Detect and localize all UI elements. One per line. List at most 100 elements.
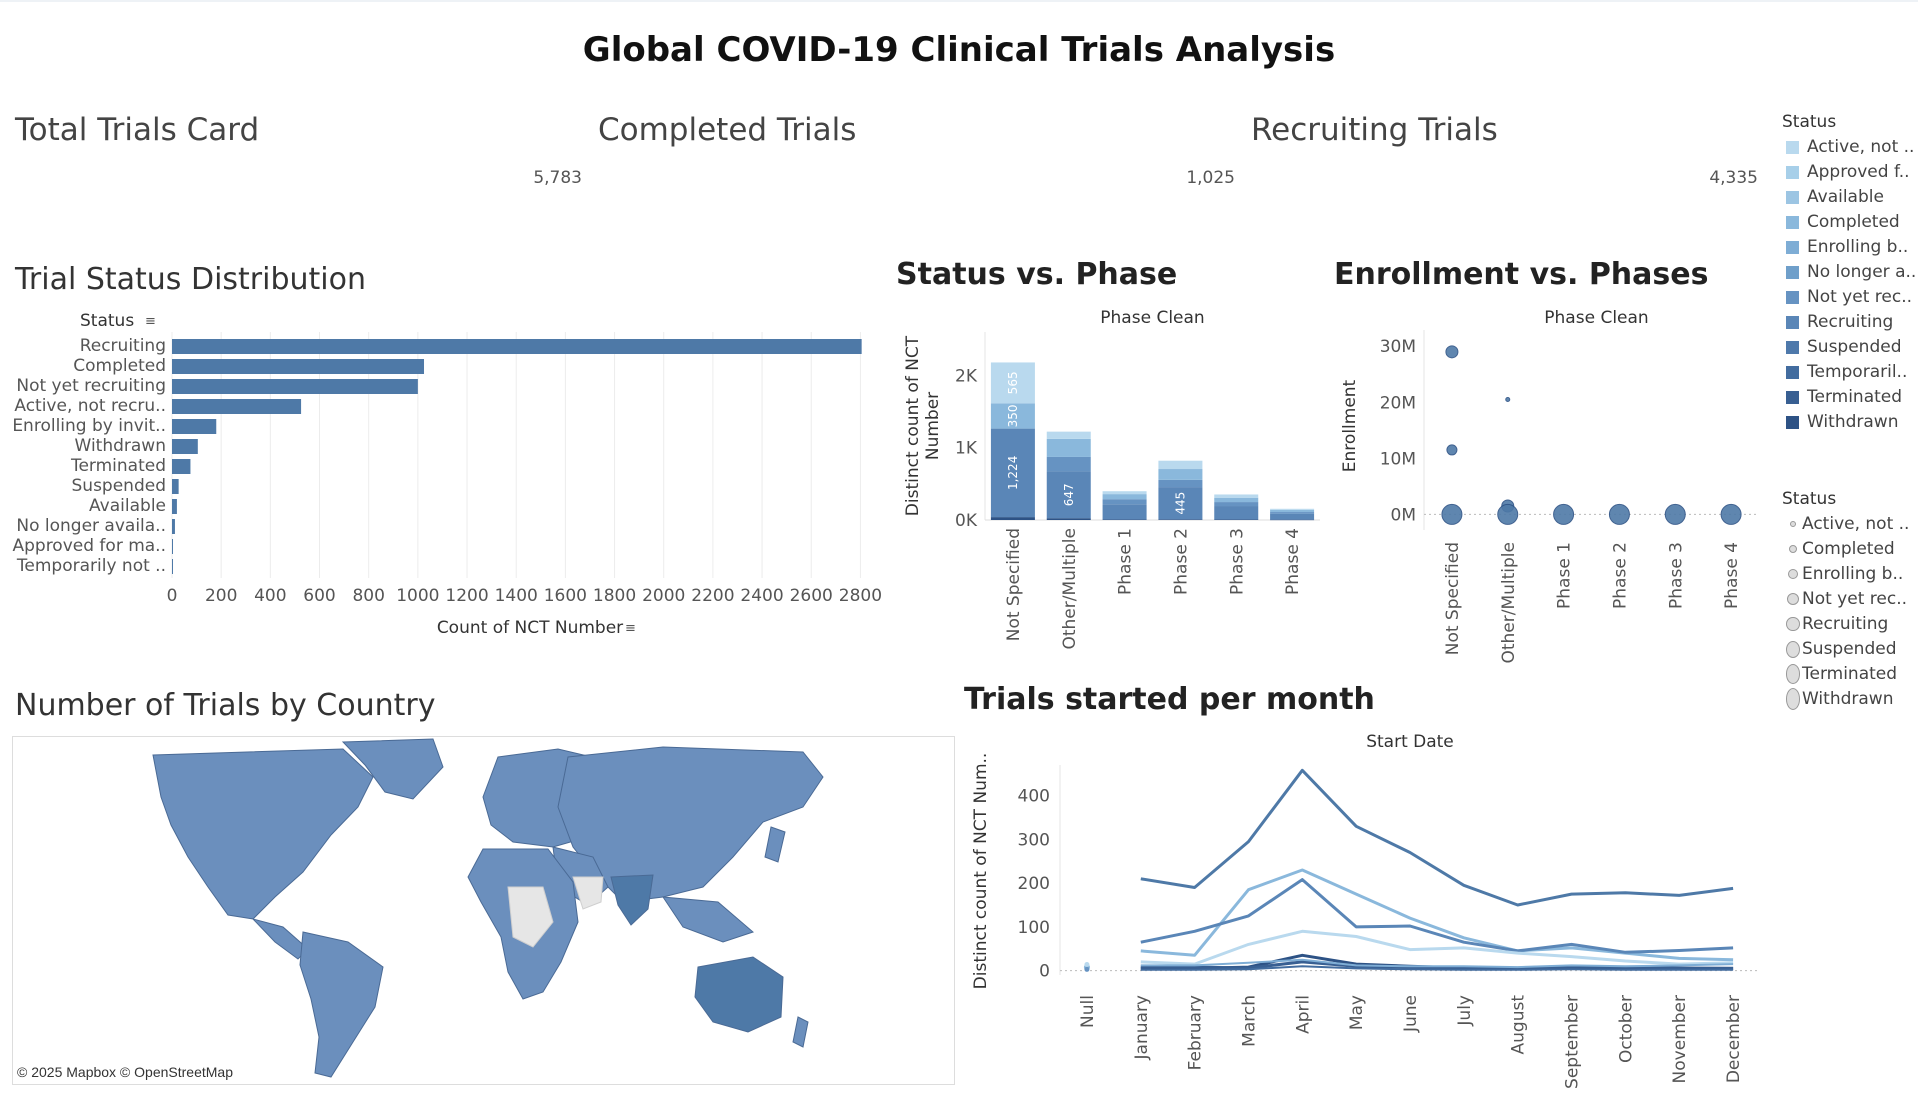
size-legend-circle [1786, 688, 1800, 710]
legend-item[interactable]: Available [1786, 186, 1884, 208]
x-tick-label: 2400 [740, 586, 783, 606]
null-point [1084, 966, 1090, 972]
kpi-recruiting-label: Recruiting Trials [1251, 112, 1498, 148]
legend-item[interactable]: Withdrawn [1786, 411, 1898, 433]
column-header: Status [80, 311, 134, 331]
status-phase-title: Status vs. Phase [896, 257, 1178, 292]
x-tick-label: January [1132, 995, 1152, 1060]
category-label: Recruiting [80, 336, 166, 356]
y-tick-label: 0 [1039, 962, 1050, 982]
legend-swatch [1786, 240, 1799, 254]
category-label: Suspended [72, 476, 167, 496]
y-tick-label: 0M [1391, 505, 1416, 525]
y-tick-label: 1K [955, 439, 978, 459]
legend-item[interactable]: Terminated [1786, 386, 1902, 408]
start-date-header: Start Date [1366, 732, 1454, 752]
x-tick-label: May [1347, 995, 1367, 1030]
size-legend-item[interactable]: Not yet rec.. [1786, 588, 1907, 610]
world-map[interactable]: © 2025 Mapbox © OpenStreetMap [12, 736, 955, 1085]
size-legend-circle [1786, 664, 1800, 684]
bar-segment [1214, 502, 1259, 507]
series-line [1140, 929, 1734, 966]
x-tick-label: October [1616, 995, 1636, 1063]
bar-temporarily-not- [172, 559, 173, 574]
size-legend-title: Status [1782, 489, 1837, 509]
y-axis-label: Distinct count of NCT Num.. [971, 753, 991, 990]
legend-item[interactable]: Not yet rec.. [1786, 286, 1912, 308]
x-tick-label: June [1401, 995, 1421, 1033]
size-legend-item[interactable]: Active, not .. [1786, 513, 1909, 535]
scatter-point [1446, 444, 1458, 456]
data-label: 445 [1173, 492, 1187, 515]
x-axis-label: Count of NCT Number [437, 618, 623, 638]
bar-segment [1214, 506, 1259, 520]
x-tick-label: Phase 2 [1610, 542, 1630, 609]
size-legend-item[interactable]: Terminated [1786, 663, 1897, 685]
map-asia [557, 746, 824, 903]
legend-item[interactable]: Completed [1786, 211, 1900, 233]
legend-item[interactable]: Temporaril.. [1786, 361, 1907, 383]
category-label: No longer availa.. [16, 516, 166, 536]
size-legend-item[interactable]: Recruiting [1786, 613, 1888, 635]
legend-item[interactable]: Suspended [1786, 336, 1902, 358]
bar-recruiting [172, 339, 862, 354]
y-tick-label: 20M [1380, 393, 1416, 413]
bar-active-not-recru- [172, 399, 302, 414]
y-tick-label: 0K [955, 511, 978, 531]
size-legend-circle [1786, 640, 1800, 658]
y-tick-label: 2K [955, 366, 978, 386]
size-legend-label: Suspended [1802, 639, 1897, 659]
map-north-america [152, 748, 374, 920]
map-africa-nodata [507, 886, 554, 948]
bar-segment [1270, 519, 1315, 521]
x-tick-label: 2000 [642, 586, 685, 606]
legend-item[interactable]: Recruiting [1786, 311, 1893, 333]
series-line [1140, 958, 1734, 969]
legend-label: Enrolling b.. [1807, 237, 1909, 257]
category-label: Active, not recru.. [14, 396, 166, 416]
size-legend-marker-holder [1786, 640, 1808, 658]
bar-segment [1046, 518, 1091, 520]
scatter-point [1505, 396, 1511, 402]
x-tick-label: August [1509, 995, 1529, 1055]
status-distribution-chart: 0 200 400 600 800 1000 1200 1400 1600 1800 2000 220… [12, 311, 882, 638]
legend-item[interactable]: Approved f.. [1786, 161, 1910, 183]
x-tick-label: December [1724, 995, 1744, 1083]
kpi-completed-value: 1,025 [1186, 168, 1235, 188]
scatter-point [1608, 503, 1630, 525]
map-india [610, 874, 654, 926]
bar-segment [1046, 431, 1091, 439]
series-line [1140, 878, 1734, 954]
legend-item[interactable]: Active, not .. [1786, 136, 1914, 158]
map-central-america [251, 918, 309, 960]
series-line [1140, 768, 1734, 907]
legend-item[interactable]: Enrolling b.. [1786, 236, 1908, 258]
legend-label: Suspended [1807, 337, 1902, 357]
size-legend-circle [1790, 521, 1796, 527]
bar-approved-for-ma- [172, 539, 173, 554]
bar-segment [1102, 519, 1147, 520]
legend-swatch [1786, 340, 1799, 354]
x-tick-label: Phase 2 [1171, 528, 1191, 595]
map-south-america [299, 931, 384, 1078]
size-legend-marker-holder [1786, 688, 1808, 710]
legend-swatch [1786, 140, 1799, 154]
x-tick-label: 2800 [839, 586, 882, 606]
bar-available [172, 499, 177, 514]
size-legend-item[interactable]: Withdrawn [1786, 688, 1893, 710]
legend-label: Recruiting [1807, 312, 1894, 332]
size-legend-item[interactable]: Suspended [1786, 638, 1897, 660]
series-line [1140, 960, 1734, 970]
status-phase-chart: Phase Clean 0K 1K 2K Distinct count of NCTNu… [903, 308, 1320, 650]
size-legend-item[interactable]: Completed [1786, 538, 1895, 560]
bar-not-yet-recruiting [172, 379, 418, 394]
size-legend-circle [1786, 616, 1800, 632]
x-tick-label: 800 [352, 586, 384, 606]
x-tick-label: March [1239, 995, 1259, 1047]
size-legend-circle [1788, 544, 1798, 554]
size-legend-item[interactable]: Enrolling b.. [1786, 563, 1903, 585]
legend-item[interactable]: No longer a.. [1786, 261, 1916, 283]
x-tick-label: Phase 4 [1722, 542, 1742, 609]
bar-segment [1102, 504, 1147, 520]
x-tick-label: 2600 [790, 586, 833, 606]
